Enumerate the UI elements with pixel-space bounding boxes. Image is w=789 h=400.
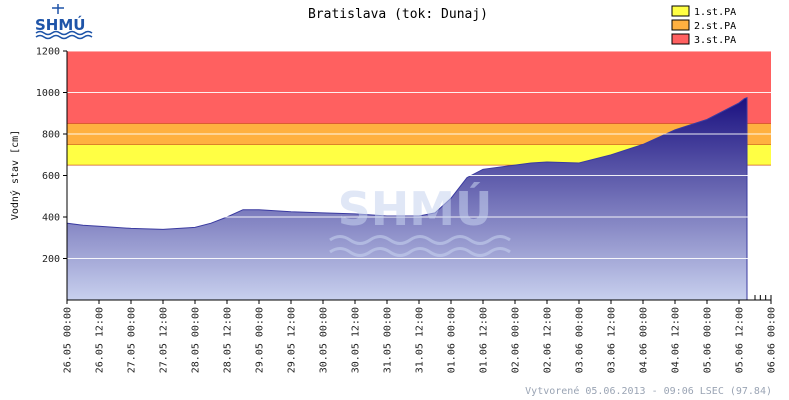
x-tick-label: 02.06 12:00	[543, 307, 554, 373]
x-tick-label: 05.06 12:00	[735, 307, 746, 373]
x-tick-label: 30.05 12:00	[351, 307, 362, 373]
legend-swatch-2	[671, 19, 690, 31]
legend-label-1: 1.st.PA	[694, 7, 736, 18]
x-tick-label: 26.05 00:00	[63, 307, 74, 373]
y-tick-labels: 200 400 600 800 1000 1200	[36, 47, 67, 265]
x-tick-label: 04.06 00:00	[639, 307, 650, 373]
grid-lines	[67, 50, 771, 259]
x-tick-label: 06.06 00:00	[767, 307, 778, 373]
legend-swatch-1	[671, 5, 690, 17]
shmu-logo: SHMÚ	[35, 4, 93, 40]
y-tick-label: 200	[42, 254, 60, 265]
x-tick-label: 03.06 00:00	[575, 307, 586, 373]
legend-label-2: 2.st.PA	[694, 21, 736, 32]
x-tick-label: 28.05 12:00	[223, 307, 234, 373]
x-tick-label: 01.06 00:00	[447, 307, 458, 373]
x-tick-label: 30.05 00:00	[319, 307, 330, 373]
chart-title: Bratislava (tok: Dunaj)	[308, 7, 488, 22]
x-tick-label: 29.05 12:00	[287, 307, 298, 373]
x-tick-label: 31.05 00:00	[383, 307, 394, 373]
x-tick-label: 27.05 00:00	[127, 307, 138, 373]
legend-label-3: 3.st.PA	[694, 35, 736, 46]
x-tick-label: 03.06 12:00	[607, 307, 618, 373]
threshold-band-3	[67, 51, 771, 124]
x-tick-label: 26.05 12:00	[95, 307, 106, 373]
logo-text: SHMÚ	[35, 15, 85, 34]
y-tick-label: 1000	[36, 88, 60, 99]
created-timestamp: Vytvorené 05.06.2013 - 09:06 LSEC (97.84…	[525, 385, 772, 397]
y-tick-label: 400	[42, 213, 60, 224]
x-tick-label: 05.06 00:00	[703, 307, 714, 373]
y-tick-label: 1200	[36, 47, 60, 58]
y-tick-label: 600	[42, 171, 60, 182]
shmu-watermark: SHMÚ	[329, 182, 511, 257]
x-tick-label: 28.05 00:00	[191, 307, 202, 373]
x-tick-label: 31.05 12:00	[415, 307, 426, 373]
legend: 1.st.PA 2.st.PA 3.st.PA	[671, 5, 736, 46]
x-tick-label: 29.05 00:00	[255, 307, 266, 373]
x-tick-label: 02.06 00:00	[511, 307, 522, 373]
legend-swatch-3	[671, 33, 690, 45]
x-tick-label: 27.05 12:00	[159, 307, 170, 373]
x-tick-label: 04.06 12:00	[671, 307, 682, 373]
y-axis-label: Vodný stav [cm]	[9, 130, 21, 220]
x-tick-labels: 26.05 00:00 26.05 12:00 27.05 00:00 27.05 1…	[63, 295, 778, 373]
x-tick-label: 01.06 12:00	[479, 307, 490, 373]
y-tick-label: 800	[42, 130, 60, 141]
water-level-area	[66, 96, 748, 301]
watermark-text: SHMÚ	[338, 182, 493, 236]
